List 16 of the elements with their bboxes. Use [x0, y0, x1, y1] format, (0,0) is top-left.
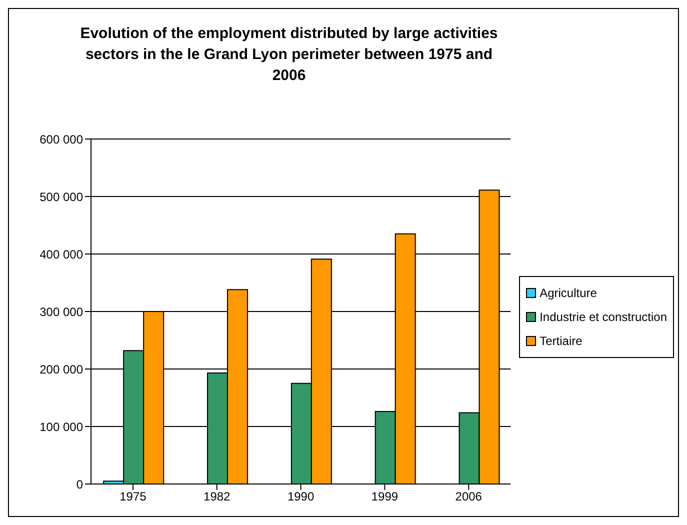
y-tick-label: 0: [76, 477, 84, 492]
legend-label: Tertiaire: [540, 332, 582, 350]
y-tick-label: 400 000: [40, 247, 84, 262]
y-tick-label: 200 000: [40, 362, 84, 376]
y-tick-label: 600 000: [40, 132, 84, 146]
x-tick-label: 1990: [287, 490, 314, 504]
x-tick-label: 1982: [204, 490, 231, 504]
y-tick-label: 500 000: [40, 190, 84, 204]
legend-label: Industrie et construction: [540, 308, 667, 326]
legend-label: Agriculture: [540, 284, 597, 302]
x-tick-label: 1999: [371, 490, 398, 504]
x-tick-label: 2006: [455, 490, 482, 504]
y-tick-label: 300 000: [40, 304, 84, 319]
chart-title: Evolution of the employment distributed by large activities sectors in the le Grand Lyon perimeter between 1975 and 2006: [79, 24, 499, 86]
x-tick-label: 1975: [120, 490, 147, 504]
y-tick-label: 100 000: [40, 420, 84, 434]
